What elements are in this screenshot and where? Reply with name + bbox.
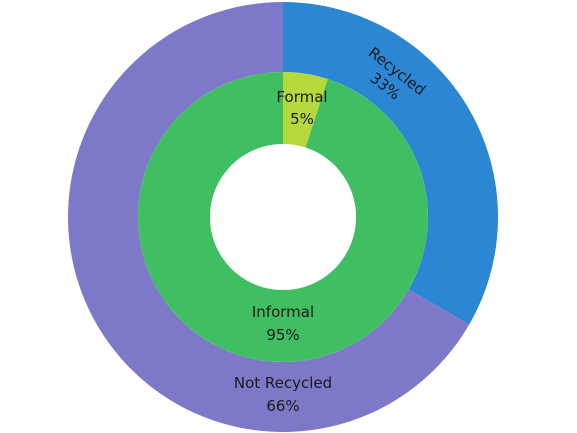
inner-ring	[137, 72, 428, 362]
not-recycled-slice	[67, 2, 470, 432]
recycled-slice	[283, 2, 499, 325]
formal-slice	[283, 72, 328, 148]
informal-data-label: Informal 95%	[252, 303, 314, 344]
not-recycled-label-percent: 66%	[266, 397, 299, 415]
informal-label-name: Informal	[252, 303, 314, 321]
formal-data-label: Formal 5%	[276, 88, 327, 128]
informal-label-percent: 95%	[266, 326, 299, 344]
formal-label-name: Formal	[276, 88, 327, 106]
donut-center-hole	[210, 144, 356, 290]
informal-slice	[137, 72, 428, 362]
not-recycled-data-label: Not Recycled 66%	[234, 374, 332, 415]
outer-ring	[67, 2, 499, 432]
not-recycled-label-name: Not Recycled	[234, 374, 332, 392]
formal-label-percent: 5%	[290, 110, 314, 128]
